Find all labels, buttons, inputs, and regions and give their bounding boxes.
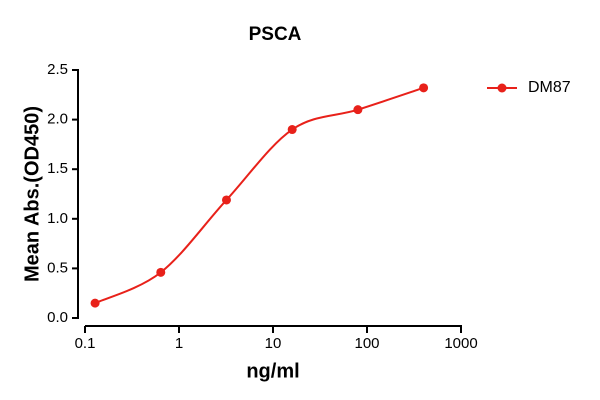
x-tick-label: 1: [175, 335, 183, 352]
x-tick-label: 0.1: [75, 335, 96, 352]
data-point: [90, 298, 100, 308]
data-point: [156, 267, 166, 277]
x-tick-label: 10: [265, 335, 282, 352]
y-tick-label: 0.0: [47, 309, 68, 326]
x-axis-label: ng/ml: [246, 360, 299, 382]
y-tick-label: 0.5: [47, 259, 68, 276]
data-point: [353, 105, 363, 115]
y-tick-label: 1.0: [47, 210, 68, 227]
y-tick-label: 2.0: [47, 111, 68, 128]
fit-curve: [94, 86, 424, 305]
x-tick-label: 1000: [444, 335, 477, 352]
x-tick-label: 100: [354, 335, 379, 352]
y-tick-label: 1.5: [47, 160, 68, 177]
data-point: [419, 83, 429, 93]
chart-title: PSCA: [249, 24, 302, 45]
legend-marker: [497, 83, 507, 93]
data-point: [221, 195, 231, 205]
y-axis-label: Mean Abs.(OD450): [21, 106, 43, 282]
data-point: [287, 125, 297, 135]
legend-label: DM87: [528, 79, 571, 96]
y-tick-label: 2.5: [47, 61, 68, 78]
